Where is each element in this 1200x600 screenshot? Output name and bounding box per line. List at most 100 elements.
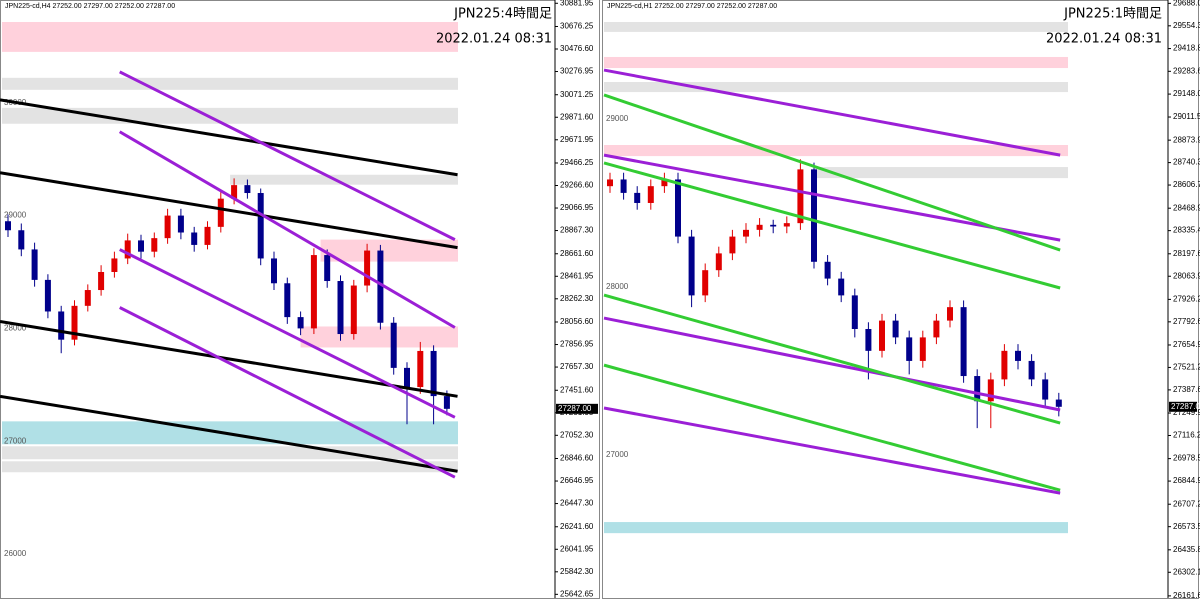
trend-line	[0, 320, 458, 398]
y-tick-label: 28661.60	[560, 249, 594, 258]
y-tick-label: 28873.90	[1173, 135, 1200, 144]
candle-body	[124, 240, 131, 259]
candle-body	[217, 198, 224, 227]
y-tick-label: 30276.95	[560, 67, 594, 76]
candle-body	[743, 229, 749, 237]
candle-body	[960, 307, 967, 377]
level-label: 26000	[4, 549, 27, 558]
candle-body	[974, 376, 981, 402]
candle-body	[350, 285, 357, 335]
candle-body	[634, 192, 641, 203]
candle-body	[84, 290, 91, 306]
candle-body	[892, 320, 899, 338]
candle-body	[702, 270, 709, 296]
candle-body	[1042, 379, 1049, 400]
y-tick-label: 29283.60	[1173, 66, 1200, 75]
candle-body	[770, 224, 777, 227]
y-tick-label: 26241.60	[560, 522, 594, 531]
candle-body	[284, 283, 291, 318]
candle-body	[337, 281, 344, 335]
candle-body	[71, 305, 78, 340]
candle-body	[310, 255, 317, 329]
trend-line	[119, 248, 456, 419]
chart-subtitle: 2022.01.24 08:31	[1046, 32, 1162, 47]
candle-body	[164, 215, 171, 239]
y-tick-label: 26302.15	[1173, 567, 1200, 576]
trend-line	[603, 153, 1061, 242]
y-tick-label: 27249.90	[1173, 408, 1200, 417]
candle-body	[607, 179, 613, 187]
level-label: 29000	[606, 114, 629, 123]
candle-body	[404, 367, 410, 388]
y-tick-label: 27052.30	[560, 430, 594, 439]
zone	[2, 461, 458, 473]
candle-body	[191, 232, 198, 245]
candle-body	[58, 311, 65, 340]
chart-header: JPN225-cd,H1 27252.00 27297.00 27252.00 …	[607, 3, 777, 10]
candle-body	[390, 322, 397, 368]
candle-body	[417, 350, 424, 388]
candle-body	[947, 307, 953, 321]
chart-header: JPN225-cd,H4 27252.00 27297.00 27252.00 …	[5, 3, 175, 10]
y-tick-label: 30676.25	[560, 22, 594, 31]
candle-body	[715, 253, 722, 271]
chart-title: JPN225:4時間足	[453, 7, 552, 22]
candle-body	[44, 279, 51, 312]
y-tick-label: 26447.30	[560, 499, 594, 508]
candle-body	[756, 224, 763, 230]
candle-body	[987, 379, 994, 402]
y-tick-label: 25642.65	[560, 589, 594, 598]
candle-body	[98, 271, 105, 291]
candle-body	[729, 236, 736, 254]
trend-line	[603, 161, 1061, 290]
y-tick-label: 26435.80	[1173, 545, 1200, 554]
candle-body	[811, 169, 817, 262]
candle-body	[933, 320, 940, 338]
y-tick-label: 28461.95	[560, 271, 594, 280]
y-tick-label: 28063.95	[1173, 271, 1200, 280]
y-tick-label: 29418.80	[1173, 44, 1200, 53]
candle-body	[1028, 360, 1035, 380]
y-tick-label: 27792.60	[1173, 317, 1200, 326]
candle-body	[783, 223, 790, 227]
chart-title: JPN225:1時間足	[1063, 7, 1162, 22]
zone	[604, 522, 1068, 534]
candle-body	[364, 250, 371, 286]
axis-background	[1168, 0, 1198, 598]
y-tick-label: 28197.60	[1173, 249, 1200, 258]
candle-body	[688, 236, 695, 296]
candle-body	[244, 185, 251, 194]
zone	[2, 446, 458, 460]
candle-body	[111, 258, 118, 272]
y-tick-label: 29148.05	[1173, 89, 1200, 98]
y-tick-label: 27856.95	[560, 340, 594, 349]
y-tick-label: 29011.55	[1173, 112, 1200, 121]
y-tick-label: 26161.65	[1173, 591, 1200, 600]
y-tick-label: 27654.90	[1173, 340, 1200, 349]
zone	[815, 167, 1068, 179]
y-tick-label: 28262.30	[560, 294, 594, 303]
y-tick-label: 28867.30	[560, 226, 594, 235]
y-tick-label: 27387.60	[1173, 385, 1200, 394]
y-tick-label: 30476.60	[560, 44, 594, 53]
y-tick-label: 29871.60	[560, 112, 594, 121]
zone	[604, 145, 1068, 157]
level-label: 28000	[4, 324, 27, 333]
candle-body	[647, 186, 654, 203]
y-tick-label: 26844.90	[1173, 476, 1200, 485]
candle-body	[851, 295, 858, 329]
y-tick-label: 26978.55	[1173, 454, 1200, 463]
y-tick-label: 28335.40	[1173, 226, 1200, 235]
trend-line	[603, 363, 1061, 492]
y-tick-label: 25842.30	[560, 567, 594, 576]
candle-body	[443, 396, 450, 409]
y-tick-label: 26041.95	[560, 544, 594, 553]
y-tick-label: 27521.25	[1173, 363, 1200, 372]
candle-body	[865, 328, 872, 351]
trend-line	[0, 394, 458, 473]
candle-body	[797, 169, 804, 224]
level-label: 27000	[4, 436, 27, 445]
y-tick-label: 28056.60	[560, 317, 594, 326]
zone	[604, 22, 1068, 32]
